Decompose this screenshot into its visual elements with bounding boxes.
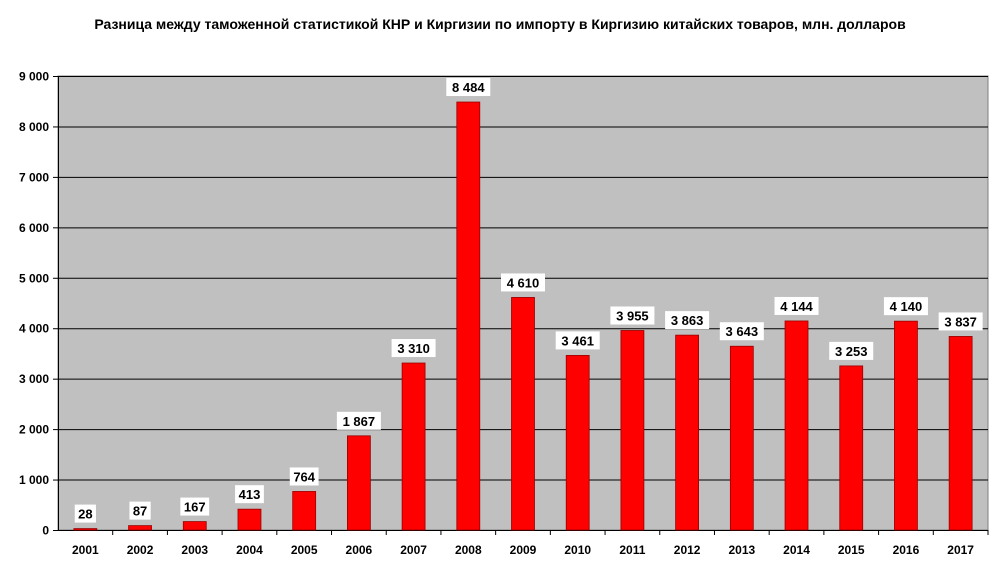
data-label-bg (74, 504, 96, 523)
y-tick-label: 9 000 (19, 70, 49, 84)
x-tick-label: 2009 (510, 543, 537, 557)
data-label-bg (555, 331, 600, 350)
y-tick-label: 5 000 (19, 271, 49, 285)
bar (237, 508, 262, 531)
data-label: 4 610 (507, 275, 540, 290)
y-tick-label: 4 000 (19, 322, 49, 336)
data-label-bg (180, 497, 210, 516)
bar (456, 101, 481, 531)
data-label-bg (289, 467, 319, 486)
data-label-bg (719, 322, 764, 341)
y-tick-label: 8 000 (19, 120, 49, 134)
data-label-bg (665, 311, 710, 330)
x-tick-label: 2006 (346, 543, 373, 557)
bar (565, 355, 590, 531)
data-label-bg (336, 411, 381, 430)
x-tick-label: 2014 (783, 543, 810, 557)
y-tick-label: 1 000 (19, 473, 49, 487)
data-label-bg (774, 296, 819, 315)
x-tick-label: 2016 (893, 543, 920, 557)
data-label: 167 (184, 500, 206, 515)
data-label: 1 867 (343, 414, 376, 429)
y-tick-label: 7 000 (19, 170, 49, 184)
x-tick-label: 2010 (564, 543, 591, 557)
data-label: 3 955 (616, 308, 649, 323)
bar (784, 320, 809, 531)
y-tick-label: 3 000 (19, 372, 49, 386)
data-label: 3 863 (671, 313, 704, 328)
bar (182, 521, 207, 531)
data-label: 87 (133, 504, 147, 519)
data-label-bg (938, 312, 983, 331)
data-label: 3 310 (397, 341, 430, 356)
x-tick-label: 2012 (674, 543, 701, 557)
bar (511, 297, 535, 531)
bar (401, 362, 426, 531)
data-label-bg (391, 339, 436, 358)
bar (729, 345, 754, 531)
data-label: 8 484 (452, 80, 485, 95)
bar (620, 330, 645, 531)
x-tick-label: 2002 (127, 543, 154, 557)
data-label-bg (446, 78, 491, 97)
data-label-bg (235, 485, 264, 504)
bar (128, 525, 152, 531)
bar (675, 334, 700, 531)
data-label: 4 144 (780, 299, 813, 314)
x-tick-label: 2011 (619, 543, 645, 557)
data-label: 3 461 (561, 333, 594, 348)
bar (346, 435, 371, 531)
chart-title: Разница между таможенной статистикой КНР… (94, 16, 906, 32)
data-label: 28 (78, 507, 92, 522)
bar (894, 320, 918, 531)
data-label-bg (829, 341, 874, 360)
x-tick-label: 2015 (838, 543, 865, 557)
x-tick-label: 2013 (728, 543, 755, 557)
data-label: 3 643 (726, 324, 759, 339)
x-tick-label: 2001 (72, 543, 99, 557)
x-tick-label: 2005 (291, 543, 318, 557)
data-label: 3 837 (944, 314, 977, 329)
x-tick-label: 2017 (947, 543, 974, 557)
x-tick-label: 2004 (236, 543, 263, 557)
y-tick-label: 6 000 (19, 221, 49, 235)
bar (948, 336, 973, 531)
bar (839, 365, 864, 531)
data-label-bg (501, 273, 545, 292)
y-tick-label: 0 (42, 524, 49, 538)
x-tick-label: 2003 (181, 543, 208, 557)
data-label-bg (610, 306, 655, 325)
data-label: 4 140 (890, 299, 923, 314)
bar (292, 491, 317, 531)
y-tick-label: 2 000 (19, 423, 49, 437)
data-label-bg (883, 297, 928, 316)
data-label: 3 253 (835, 344, 868, 359)
x-tick-label: 2008 (455, 543, 482, 557)
bar (73, 528, 98, 531)
data-label: 413 (239, 487, 261, 502)
x-tick-label: 2007 (400, 543, 427, 557)
data-label: 764 (293, 469, 315, 484)
data-label-bg (129, 501, 151, 520)
